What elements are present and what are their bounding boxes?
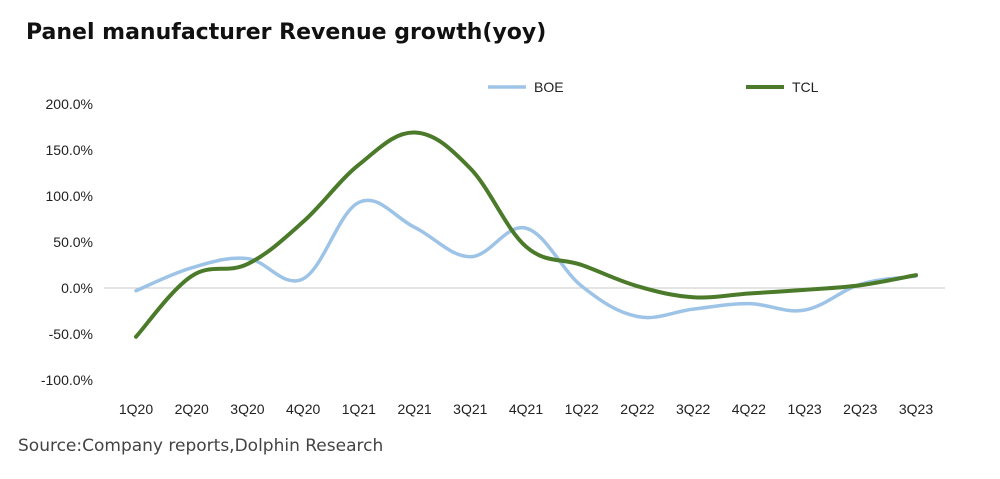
legend: BOE TCL	[488, 79, 819, 95]
y-tick-label: -50.0%	[49, 326, 93, 342]
y-tick-label: 200.0%	[46, 96, 93, 112]
y-tick-label: 150.0%	[46, 142, 93, 158]
x-axis: 1Q20 2Q20 3Q20 4Q20 1Q21 2Q21 3Q21 4Q21 1Q22 2Q22…	[119, 401, 933, 417]
series-lines	[134, 130, 918, 339]
legend-label-tcl: TCL	[792, 79, 819, 95]
x-tick-label: 1Q21	[342, 401, 376, 417]
x-tick-label: 4Q20	[286, 401, 320, 417]
y-tick-label: 0.0%	[61, 280, 93, 296]
x-tick-label: 3Q22	[676, 401, 710, 417]
x-tick-label: 3Q23	[899, 401, 933, 417]
x-tick-label: 2Q22	[620, 401, 654, 417]
x-tick-label: 2Q21	[397, 401, 431, 417]
y-tick-label: 50.0%	[53, 234, 93, 250]
x-tick-label: 3Q20	[230, 401, 264, 417]
y-axis: 200.0% 150.0% 100.0% 50.0% 0.0% -50.0% -100.0%	[41, 96, 93, 388]
source-note: Source:Company reports,Dolphin Research	[18, 436, 384, 456]
x-tick-label: 3Q21	[453, 401, 487, 417]
x-tick-label: 2Q23	[843, 401, 877, 417]
x-tick-label: 4Q22	[732, 401, 766, 417]
y-tick-label: 100.0%	[46, 188, 93, 204]
x-tick-label: 4Q21	[509, 401, 543, 417]
x-tick-label: 1Q20	[119, 401, 153, 417]
y-tick-label: -100.0%	[41, 372, 93, 388]
series-line-tcl	[134, 130, 918, 339]
series-line-boe	[134, 198, 918, 320]
x-tick-label: 1Q22	[565, 401, 599, 417]
x-tick-label: 2Q20	[175, 401, 209, 417]
chart-title: Panel manufacturer Revenue growth(yoy)	[26, 20, 547, 45]
legend-label-boe: BOE	[534, 79, 564, 95]
x-tick-label: 1Q23	[787, 401, 821, 417]
